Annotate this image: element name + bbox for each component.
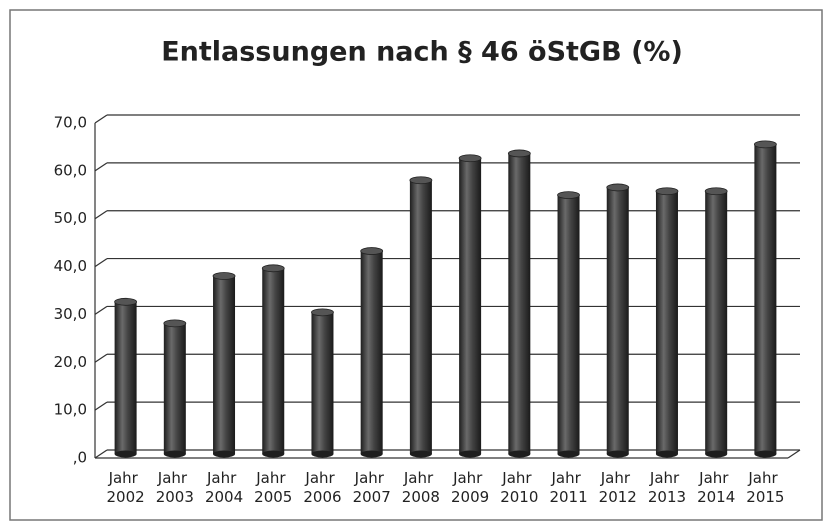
y-tick-label: 40,0 [54, 257, 87, 275]
grid-depth [94, 353, 108, 363]
bar [705, 191, 728, 454]
y-tick-label: 50,0 [54, 209, 87, 227]
bar-top [114, 297, 138, 306]
y-tick-label: 10,0 [54, 401, 87, 419]
bar [459, 158, 482, 454]
bar [409, 180, 432, 454]
bar-base [163, 450, 186, 458]
bar-base [114, 450, 137, 458]
bar-top [212, 272, 236, 280]
bar-base [459, 450, 482, 458]
bar [606, 187, 629, 454]
bar-top [606, 183, 630, 192]
grid-depth [94, 114, 108, 124]
x-tick-label: Jahr 2005 [254, 469, 292, 506]
bar [163, 323, 186, 454]
bar-base [311, 450, 334, 458]
bar-top [360, 247, 384, 255]
x-tick-label: Jahr 2004 [205, 469, 243, 506]
bar-top [261, 264, 285, 273]
bar-top [704, 187, 728, 196]
x-tick-label: Jahr 2015 [746, 469, 784, 506]
bar [311, 312, 334, 454]
bar-base [557, 450, 580, 458]
x-tick-label: Jahr 2008 [402, 469, 440, 506]
floor-depth [787, 449, 801, 459]
bar-base [754, 450, 777, 458]
bar-base [705, 450, 728, 458]
bar-top [163, 319, 187, 328]
bar [114, 301, 137, 454]
grid-depth [94, 162, 108, 172]
y-tick-label: 30,0 [54, 305, 87, 323]
chart-title: Entlassungen nach § 46 öStGB (%) [161, 37, 683, 68]
bar-base [262, 450, 285, 458]
bar-base [655, 450, 678, 458]
grid-depth [94, 210, 108, 220]
bar [754, 144, 777, 454]
bar [508, 153, 531, 454]
y-tick-label: 60,0 [54, 161, 87, 179]
x-tick-label: Jahr 2006 [303, 469, 341, 506]
bar-top [557, 191, 580, 199]
x-tick-label: Jahr 2010 [500, 469, 538, 506]
x-tick-label: Jahr 2009 [451, 469, 489, 506]
bar [213, 275, 236, 454]
bar [655, 191, 678, 454]
bar-top [507, 149, 531, 158]
bar [557, 195, 580, 455]
bar-top [655, 187, 679, 196]
bar-base [606, 450, 629, 458]
x-tick-label: Jahr 2007 [353, 469, 391, 506]
bar-top [458, 154, 482, 163]
grid-depth [94, 401, 108, 411]
bar-base [360, 450, 383, 458]
bar-base [213, 450, 236, 458]
bar-top [753, 140, 777, 149]
grid-depth [94, 258, 108, 268]
x-tick-label: Jahr 2002 [107, 469, 145, 506]
x-tick-label: Jahr 2014 [697, 469, 735, 506]
y-tick-label: 70,0 [54, 114, 87, 132]
bar-base [409, 450, 432, 458]
x-tick-label: Jahr 2003 [156, 469, 194, 506]
bar-top [409, 176, 433, 185]
x-tick-label: Jahr 2013 [648, 469, 686, 506]
bar [262, 268, 285, 454]
grid-depth [94, 305, 108, 315]
y-tick-label: ,0 [73, 449, 87, 467]
bar-base [508, 450, 531, 458]
grid-depth [94, 449, 108, 459]
bar-top [311, 308, 334, 317]
bar [360, 251, 383, 454]
x-tick-label: Jahr 2012 [599, 469, 637, 506]
x-tick-label: Jahr 2011 [549, 469, 587, 506]
y-tick-label: 20,0 [54, 353, 87, 371]
